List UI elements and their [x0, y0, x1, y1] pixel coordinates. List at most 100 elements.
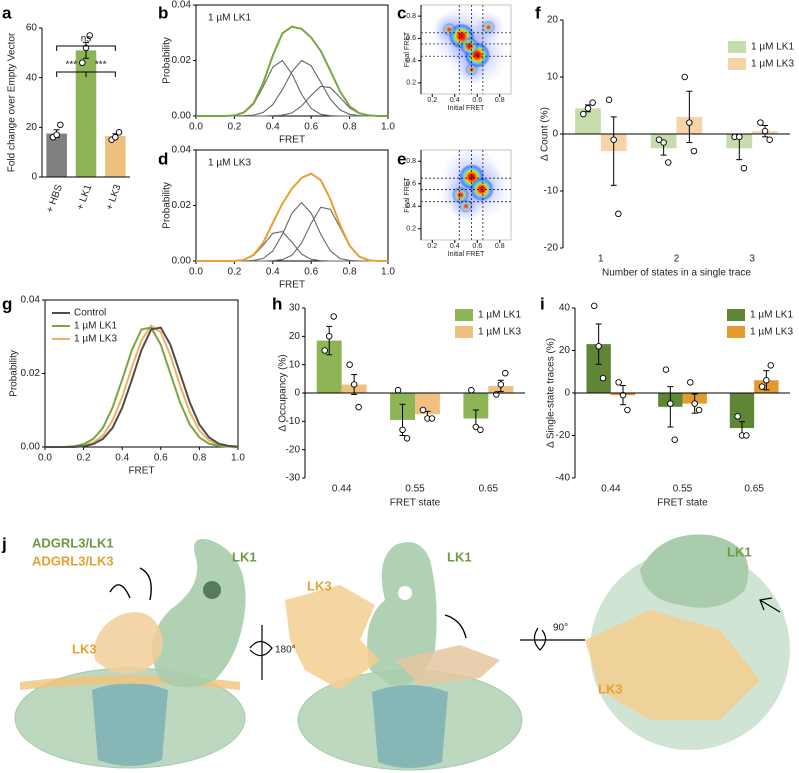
lk3-density: [585, 610, 760, 720]
x-tick-label: 1.0: [381, 122, 395, 133]
data-point: [497, 381, 505, 388]
bar: [46, 133, 67, 177]
y-tick-label: 0.02: [21, 368, 41, 379]
x-axis-label: FRET state: [390, 498, 441, 509]
x-axis-label: FRET state: [657, 498, 708, 509]
series-line: [45, 326, 239, 448]
data-point: [86, 32, 93, 39]
y-tick-label: 60: [26, 23, 38, 34]
data-point: [695, 406, 703, 414]
structure-label: LK3: [598, 681, 623, 696]
y-tick-label: 0: [552, 129, 558, 140]
arrow: [759, 597, 781, 613]
y-tick-label: 0.6: [406, 35, 416, 42]
structure-label: LK3: [307, 578, 332, 593]
structure-renderings: [14, 534, 790, 771]
data-point: [472, 423, 480, 431]
data-point: [477, 426, 484, 434]
error-bar: [610, 116, 617, 186]
panel-label: h: [272, 294, 282, 313]
x-tick-label: + HBS: [45, 183, 65, 214]
data-point: [53, 131, 60, 139]
y-tick-label: 10: [547, 72, 559, 83]
legend-label: 1 µM LK3: [750, 327, 793, 338]
x-tick-label: 0.8: [495, 243, 505, 250]
legend-label: 1 µM LK3: [751, 59, 794, 70]
y-tick-label: -20: [556, 430, 571, 441]
data-point: [691, 400, 698, 407]
y-tick-label: 20: [289, 331, 301, 342]
y-tick-label: 0.8: [406, 13, 416, 20]
data-point: [591, 302, 598, 310]
rotate-symbol: [249, 625, 273, 680]
data-point: [115, 129, 123, 136]
data-point: [325, 333, 333, 340]
y-axis-label: Δ Occupancy (%): [278, 354, 289, 431]
significance-bracket: [56, 45, 116, 51]
data-point: [615, 379, 622, 386]
legend-swatch: [727, 326, 745, 338]
y-tick-label: 40: [26, 72, 38, 83]
data-point: [493, 391, 500, 398]
x-axis-label: FRET: [279, 280, 305, 291]
transmembrane: [372, 685, 448, 768]
series-line: [196, 25, 388, 117]
panel-label: d: [158, 149, 168, 168]
series-line: [196, 201, 388, 262]
y-tick-label: -30: [286, 473, 301, 484]
legend-label: 1 µM LK3: [478, 327, 521, 338]
x-tick-label: 0.8: [343, 267, 357, 278]
series-line: [196, 59, 388, 117]
x-tick-label: 3: [749, 254, 755, 265]
data-point: [662, 366, 670, 373]
data-point: [350, 381, 358, 388]
lk3-density: [285, 585, 380, 690]
y-tick-label: 0: [31, 172, 37, 183]
data-point: [428, 415, 436, 422]
x-axis-label: FRET: [128, 466, 154, 477]
panel-label: g: [2, 294, 12, 313]
density-peak: [442, 22, 456, 37]
y-tick-label: 0: [294, 388, 300, 399]
rotation-label: 90°: [553, 623, 568, 634]
data-point: [394, 386, 402, 394]
y-tick-label: 0.04: [172, 0, 192, 11]
arrow: [444, 614, 467, 639]
x-tick-label: 0.55: [673, 484, 693, 495]
significance-bracket: [85, 71, 116, 77]
x-tick-label: 0.0: [38, 453, 52, 464]
arrow: [109, 584, 131, 599]
data-point: [112, 134, 119, 141]
data-point: [321, 347, 328, 354]
significance-label: ***: [65, 60, 77, 71]
x-tick-label: 0.8: [192, 453, 206, 464]
bar: [105, 136, 126, 177]
data-point: [584, 105, 592, 112]
y-tick-label: 40: [559, 303, 571, 314]
data-point: [660, 139, 667, 146]
x-tick-label: 0.55: [405, 484, 425, 495]
data-point: [624, 406, 631, 414]
x-tick-label: 0.6: [154, 453, 168, 464]
y-tick-label: -10: [544, 186, 559, 197]
x-tick-label: + LK1: [75, 183, 95, 212]
legend-swatch: [727, 309, 745, 321]
x-tick-label: 0.2: [427, 97, 437, 104]
y-axis-label: Δ Count (%): [540, 107, 551, 161]
data-point: [403, 435, 411, 442]
y-tick-label: 0.4: [406, 57, 416, 64]
x-tick-label: 0.44: [601, 484, 621, 495]
y-tick-label: 0.02: [172, 55, 192, 66]
structure-label: LK1: [447, 549, 472, 564]
legend-swatch: [455, 326, 473, 338]
series-line: [196, 85, 388, 117]
panel-label: f: [535, 3, 541, 22]
data-point: [736, 133, 743, 141]
legend-label: ADGRL3/LK1: [32, 535, 114, 550]
x-tick-label: 0.2: [77, 453, 91, 464]
series-line: [196, 206, 388, 262]
y-tick-label: 0.04: [21, 295, 41, 306]
density-peak: [459, 199, 473, 213]
rotation-label: 180°: [275, 645, 296, 656]
panel-label: c: [397, 3, 406, 22]
